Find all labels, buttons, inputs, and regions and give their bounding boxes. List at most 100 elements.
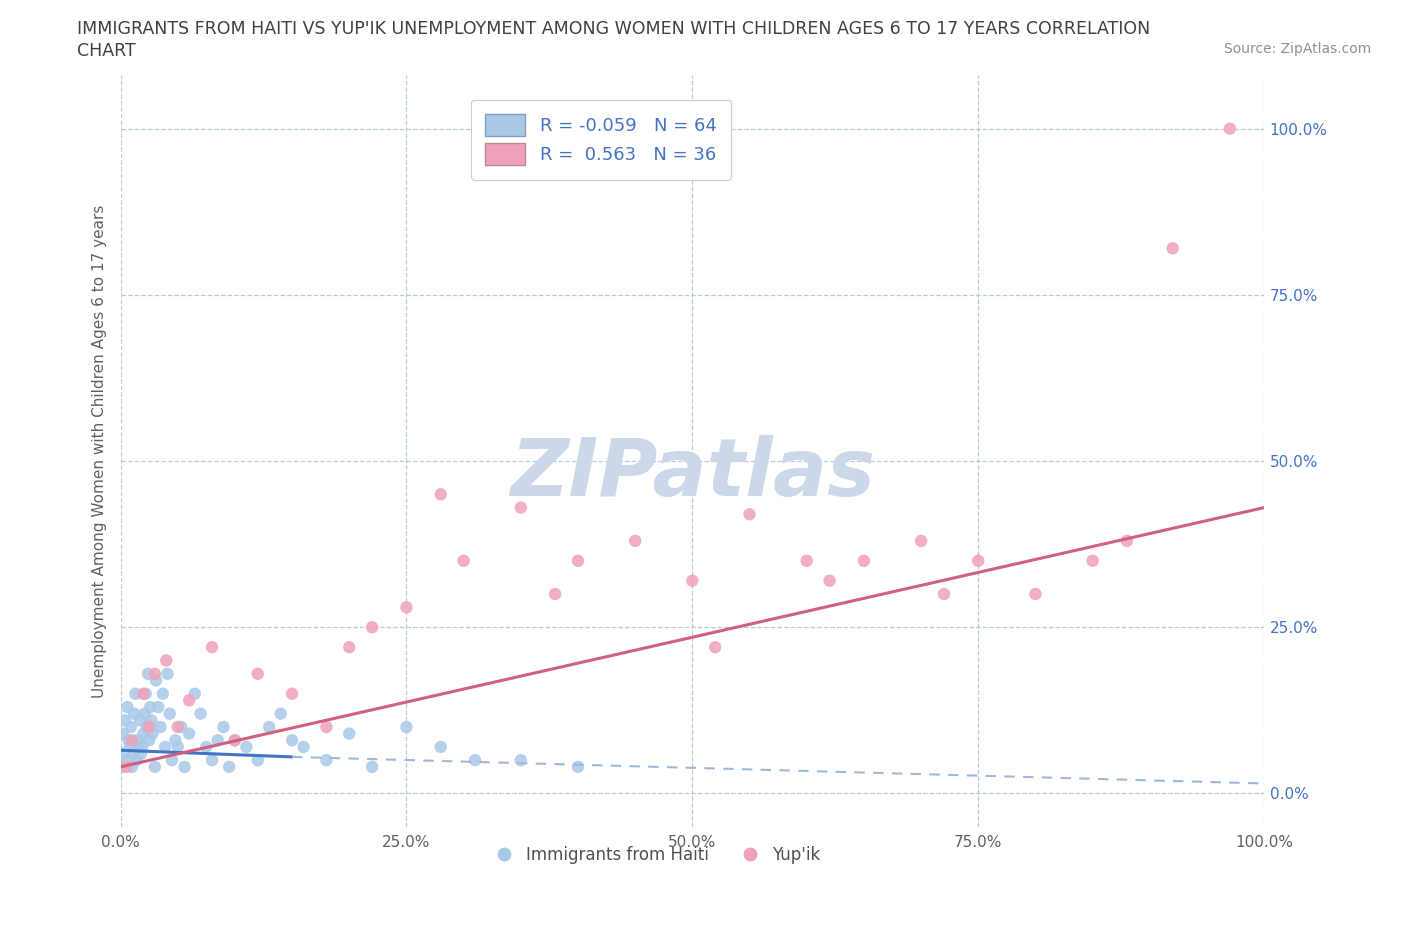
Point [122,746,145,761]
Point [796,553,818,568]
Point [121,733,143,748]
Point [179,726,201,741]
Point [134,706,156,721]
Point [124,686,146,701]
Point [166,739,188,754]
Point [115,752,138,767]
Point [1024,587,1046,602]
Point [165,733,187,748]
Point [160,752,183,767]
Point [224,733,246,748]
Point [818,573,841,588]
Point [315,752,337,767]
Point [135,720,157,735]
Point [1161,241,1184,256]
Point [315,720,337,735]
Point [184,686,207,701]
Point [121,760,143,775]
Point [132,726,155,741]
Point [218,760,240,775]
Point [112,746,135,761]
Point [132,686,155,701]
Point [141,713,163,728]
Point [212,720,235,735]
Point [257,720,280,735]
Point [125,752,148,767]
Point [453,553,475,568]
Text: Source: ZipAtlas.com: Source: ZipAtlas.com [1223,42,1371,56]
Point [738,507,761,522]
Point [138,733,160,748]
Point [128,739,150,754]
Point [129,746,152,761]
Point [509,500,531,515]
Text: IMMIGRANTS FROM HAITI VS YUP'IK UNEMPLOYMENT AMONG WOMEN WITH CHILDREN AGES 6 TO: IMMIGRANTS FROM HAITI VS YUP'IK UNEMPLOY… [77,20,1150,38]
Point [281,686,304,701]
Point [429,486,451,501]
Point [281,733,304,748]
Point [967,553,990,568]
Point [910,534,932,549]
Point [118,739,141,754]
Point [170,720,193,735]
Point [932,587,955,602]
Point [544,587,567,602]
Text: ZIPatlas: ZIPatlas [510,434,875,512]
Point [201,752,224,767]
Point [159,706,181,721]
Point [145,673,167,688]
Point [201,640,224,655]
Point [509,752,531,767]
Point [156,667,179,682]
Y-axis label: Unemployment Among Women with Children Ages 6 to 17 years: Unemployment Among Women with Children A… [93,205,107,698]
Point [246,667,269,682]
Point [704,640,727,655]
Point [148,699,170,714]
Point [852,553,875,568]
Point [567,760,589,775]
Point [129,713,152,728]
Point [1081,553,1104,568]
Point [337,726,360,741]
Point [138,720,160,735]
Point [120,720,142,735]
Point [1116,534,1139,549]
Point [464,752,486,767]
Point [246,752,269,767]
Point [135,686,157,701]
Point [224,733,246,748]
Point [152,686,174,701]
Point [122,706,145,721]
Point [1219,121,1241,136]
Point [190,706,212,721]
Point [195,739,218,754]
Legend: Immigrants from Haiti, Yup'ik: Immigrants from Haiti, Yup'ik [489,840,827,871]
Point [166,720,188,735]
Point [115,760,138,775]
Point [292,739,315,754]
Point [624,534,647,549]
Point [149,720,172,735]
Point [173,760,195,775]
Point [395,600,418,615]
Point [207,733,229,748]
Point [361,760,384,775]
Point [111,726,134,741]
Point [117,699,139,714]
Point [139,699,162,714]
Point [131,739,153,754]
Point [143,667,166,682]
Point [681,573,703,588]
Point [136,667,159,682]
Text: CHART: CHART [77,42,136,60]
Point [155,653,177,668]
Point [567,553,589,568]
Point [429,739,451,754]
Point [111,760,134,775]
Point [235,739,257,754]
Point [153,739,176,754]
Point [127,733,149,748]
Point [141,726,163,741]
Point [337,640,360,655]
Point [143,760,166,775]
